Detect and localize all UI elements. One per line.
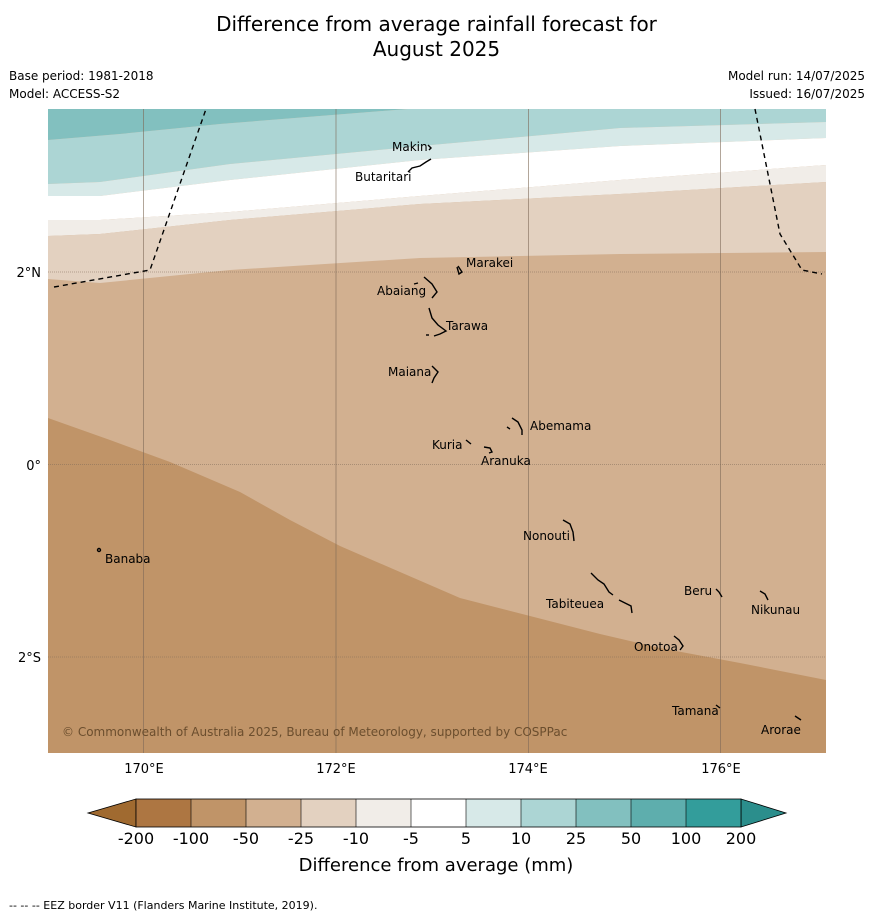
label-arorae: Arorae [761, 723, 801, 737]
label-abemama: Abemama [530, 419, 591, 433]
band-minus-25 [48, 182, 826, 283]
colorbar-swatch [191, 799, 246, 827]
base-period: Base period: 1981-2018 [9, 69, 154, 83]
eez-border [53, 108, 823, 288]
colorbar-swatch [246, 799, 301, 827]
colorbar-swatch [576, 799, 631, 827]
issued-date: Issued: 16/07/2025 [749, 87, 865, 101]
lon-label-170e: 170°E [124, 762, 164, 777]
band-plus-100 [48, 109, 826, 140]
lon-label-176e: 176°E [701, 762, 741, 777]
colorbar-under-arrow [86, 798, 137, 828]
colorbar-swatch [686, 799, 741, 827]
colorbar: -200 -100 -50 -25 -10 -5 5 10 25 50 100 200 [86, 798, 788, 848]
graticule [48, 109, 826, 753]
colorbar-tick-label: -200 [118, 829, 154, 848]
colorbar-tick-label: 5 [461, 829, 471, 848]
label-onotoa: Onotoa [634, 640, 678, 654]
label-abaiang: Abaiang [377, 284, 426, 298]
colorbar-tick-label: 10 [511, 829, 531, 848]
meta-left: Base period: 1981-2018 Model: ACCESS-S2 [9, 67, 154, 103]
island-labels: Makin Butaritari Marakei Abaiang Tarawa … [105, 140, 801, 737]
colorbar-over-arrow [740, 798, 788, 828]
copyright-notice: © Commonwealth of Australia 2025, Bureau… [62, 725, 567, 739]
colorbar-swatch [466, 799, 521, 827]
label-banaba: Banaba [105, 552, 151, 566]
lon-label-172e: 172°E [316, 762, 356, 777]
label-marakei: Marakei [466, 256, 513, 270]
colorbar-swatch [356, 799, 411, 827]
model-name: Model: ACCESS-S2 [9, 87, 121, 101]
band-plus-5 [48, 138, 826, 220]
label-makin: Makin [392, 140, 428, 154]
latitude-labels: 2°N 0° 2°S [17, 266, 42, 666]
title-line-2: August 2025 [372, 37, 501, 61]
meta-right: Model run: 14/07/2025 Issued: 16/07/2025 [728, 67, 865, 103]
colorbar-outline [135, 798, 742, 828]
map-title: Difference from average rainfall forecas… [0, 12, 873, 62]
label-aranuka: Aranuka [481, 454, 531, 468]
label-nikunau: Nikunau [751, 603, 800, 617]
colorbar-tick-label: -50 [233, 829, 259, 848]
longitude-labels: 170°E 172°E 174°E 176°E [124, 762, 741, 777]
colorbar-tick-label: -25 [288, 829, 314, 848]
label-tabiteuea: Tabiteuea [545, 597, 604, 611]
forecast-map: Makin Butaritari Marakei Abaiang Tarawa … [17, 108, 826, 876]
label-nonouti: Nonouti [523, 529, 570, 543]
band-minus-100 [48, 418, 826, 753]
lon-label-174e: 174°E [508, 762, 548, 777]
colorbar-tick-label: 50 [621, 829, 641, 848]
colorbar-tick-label: -100 [173, 829, 209, 848]
label-tarawa: Tarawa [445, 319, 488, 333]
colorbar-swatch [631, 799, 686, 827]
colorbar-tick-label: -5 [403, 829, 419, 848]
eez-footnote: -- -- -- EEZ border V11 (Flanders Marine… [9, 899, 318, 912]
lat-label-2s: 2°S [18, 651, 41, 666]
colorbar-tick-label: 100 [671, 829, 702, 848]
colorbar-swatch [521, 799, 576, 827]
label-tamana: Tamana [671, 704, 719, 718]
lat-label-0: 0° [26, 459, 41, 474]
colorbar-tick-label: 200 [726, 829, 757, 848]
lat-label-2n: 2°N [17, 266, 42, 281]
band-minus-10 [48, 165, 826, 236]
colorbar-tick-label: -10 [343, 829, 369, 848]
colorbar-swatch [301, 799, 356, 827]
model-run: Model run: 14/07/2025 [727, 69, 865, 83]
band-plus-25 [48, 109, 826, 184]
colorbar-label: Difference from average (mm) [299, 855, 574, 876]
label-beru: Beru [684, 584, 712, 598]
band-plus-10 [48, 122, 826, 196]
label-maiana: Maiana [388, 365, 431, 379]
label-kuria: Kuria [432, 438, 463, 452]
island-outlines [96, 144, 802, 721]
colorbar-swatch [411, 799, 466, 827]
colorbar-swatch [136, 799, 191, 827]
label-butaritari: Butaritari [355, 170, 412, 184]
rainfall-bands [48, 109, 826, 753]
colorbar-tick-label: 25 [566, 829, 586, 848]
title-line-1: Difference from average rainfall forecas… [216, 12, 657, 36]
